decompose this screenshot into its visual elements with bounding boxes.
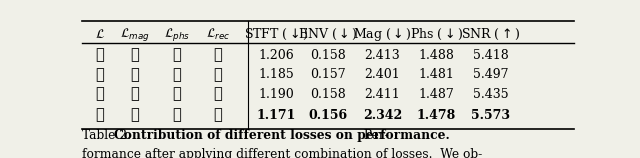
- Text: ✓: ✓: [172, 68, 181, 82]
- Text: 5.573: 5.573: [471, 109, 510, 122]
- Text: Phs ($\downarrow$): Phs ($\downarrow$): [410, 27, 463, 42]
- Text: ✓: ✓: [172, 108, 181, 122]
- Text: ✓: ✓: [95, 68, 104, 82]
- Text: 0.158: 0.158: [310, 88, 346, 101]
- Text: 1.185: 1.185: [258, 68, 294, 81]
- Text: ✓: ✓: [130, 68, 139, 82]
- Text: 2.401: 2.401: [365, 68, 401, 81]
- Text: 0.157: 0.157: [310, 68, 346, 81]
- Text: ✗: ✗: [172, 87, 181, 101]
- Text: 5.418: 5.418: [473, 49, 509, 62]
- Text: ✓: ✓: [214, 87, 222, 101]
- Text: $\mathcal{L}_{phs}$: $\mathcal{L}_{phs}$: [164, 26, 190, 43]
- Text: Table 2.: Table 2.: [83, 129, 135, 142]
- Text: 1.171: 1.171: [256, 109, 296, 122]
- Text: Mag ($\downarrow$): Mag ($\downarrow$): [353, 26, 412, 43]
- Text: 0.156: 0.156: [308, 109, 348, 122]
- Text: Per-: Per-: [360, 129, 389, 142]
- Text: ✓: ✓: [214, 108, 222, 122]
- Text: ✗: ✗: [172, 49, 181, 62]
- Text: 1.478: 1.478: [417, 109, 456, 122]
- Text: 0.158: 0.158: [310, 49, 346, 62]
- Text: STFT ($\downarrow$): STFT ($\downarrow$): [244, 27, 308, 42]
- Text: ✓: ✓: [130, 108, 139, 122]
- Text: ✗: ✗: [214, 49, 222, 62]
- Text: 2.342: 2.342: [363, 109, 402, 122]
- Text: Contribution of different losses on performance.: Contribution of different losses on perf…: [114, 129, 449, 142]
- Text: 2.411: 2.411: [365, 88, 401, 101]
- Text: ✗: ✗: [214, 68, 222, 82]
- Text: ENV ($\downarrow$): ENV ($\downarrow$): [298, 27, 358, 42]
- Text: 2.413: 2.413: [365, 49, 401, 62]
- Text: 1.190: 1.190: [258, 88, 294, 101]
- Text: formance after applying different combination of losses.  We ob-: formance after applying different combin…: [83, 148, 483, 158]
- Text: ✗: ✗: [130, 49, 139, 62]
- Text: $\mathcal{L}$: $\mathcal{L}$: [95, 28, 105, 41]
- Text: $\mathcal{L}_{rec}$: $\mathcal{L}_{rec}$: [205, 27, 230, 42]
- Text: 1.487: 1.487: [419, 88, 454, 101]
- Text: 5.497: 5.497: [473, 68, 508, 81]
- Text: SNR ($\uparrow$): SNR ($\uparrow$): [461, 27, 520, 42]
- Text: $\mathcal{L}_{mag}$: $\mathcal{L}_{mag}$: [120, 26, 150, 43]
- Text: 1.206: 1.206: [258, 49, 294, 62]
- Text: ✓: ✓: [95, 108, 104, 122]
- Text: 5.435: 5.435: [473, 88, 509, 101]
- Text: 1.488: 1.488: [418, 49, 454, 62]
- Text: ✓: ✓: [95, 87, 104, 101]
- Text: ✓: ✓: [95, 49, 104, 62]
- Text: ✗: ✗: [130, 87, 139, 101]
- Text: 1.481: 1.481: [418, 68, 454, 81]
